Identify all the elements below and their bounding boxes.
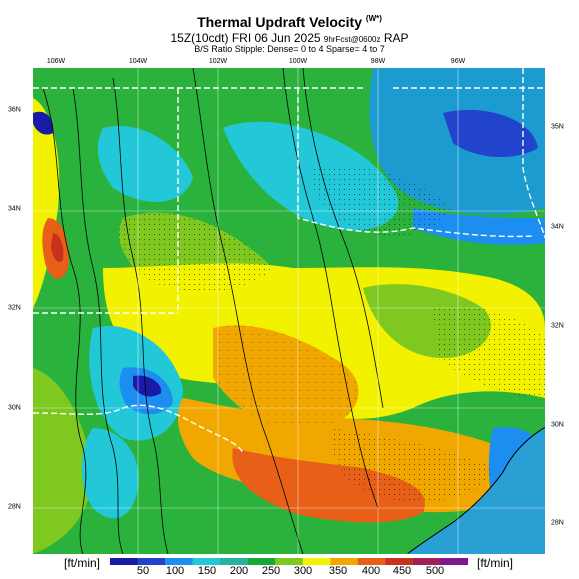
- colorbar-tick: 200: [229, 565, 249, 577]
- field-region: [443, 109, 538, 158]
- lat-label: 28N: [8, 503, 21, 511]
- field-region: [97, 126, 193, 202]
- colorbar-swatch: [275, 558, 304, 565]
- state-borders: [33, 68, 545, 454]
- lat-label: 34N: [8, 205, 21, 213]
- colorbar-unit-right: [ft/min]: [477, 556, 514, 570]
- colorbar: [110, 558, 468, 565]
- stipple-sparse: [213, 325, 359, 430]
- colorbar-swatch: [137, 558, 166, 565]
- colorbar-tick: 150: [197, 565, 217, 577]
- colorbar-tick: 300: [293, 565, 313, 577]
- field-region: [51, 233, 64, 263]
- colorbar-swatch: [302, 558, 331, 565]
- lon-label: 106W: [46, 58, 66, 65]
- map-title: Thermal Updraft Velocity (W*): [0, 14, 579, 30]
- contour-line: [192, 68, 304, 554]
- contour-line: [282, 68, 379, 509]
- grid-line: [137, 68, 459, 554]
- colorbar-swatch: [412, 558, 441, 565]
- state-border: [297, 88, 534, 238]
- colorbar-tick: 350: [328, 565, 348, 577]
- stipple-dense: [433, 305, 545, 398]
- grid-line: [33, 210, 545, 509]
- field-region: [133, 375, 162, 397]
- field-region: [33, 368, 93, 554]
- colorbar-swatch: [330, 558, 359, 565]
- colorbar-swatch: [110, 558, 139, 565]
- colorbar-swatch: [357, 558, 386, 565]
- colorbar-swatch: [192, 558, 221, 565]
- contour-line: [42, 87, 87, 554]
- forecast-hour: 9hrFcst@0600z: [323, 35, 381, 44]
- field-region: [33, 98, 60, 308]
- field-region: [81, 428, 139, 519]
- stipple-dense: [332, 428, 493, 502]
- lat-label: 36N: [8, 106, 21, 114]
- lat-label: 30N: [551, 421, 564, 429]
- colorbar-tick: 50: [136, 565, 150, 577]
- lon-label: 100W: [288, 58, 308, 65]
- title-text: Thermal Updraft Velocity: [197, 14, 363, 30]
- lat-label: 28N: [551, 519, 564, 527]
- lat-label: 32N: [8, 304, 21, 312]
- colorbar-swatch: [220, 558, 249, 565]
- thermal-map: [33, 68, 545, 554]
- colorbar-swatch: [385, 558, 414, 565]
- lat-label: 34N: [551, 223, 564, 231]
- colorbar-tick: 100: [165, 565, 185, 577]
- colorbar-tick: 400: [361, 565, 381, 577]
- stipple-note: B/S Ratio Stipple: Dense= 0 to 4 Sparse=…: [194, 44, 385, 54]
- graticule: [33, 68, 545, 554]
- contour-line: [72, 87, 124, 554]
- colorbar-tick: 500: [425, 565, 445, 577]
- lon-label: 96W: [450, 58, 466, 65]
- state-border: [522, 68, 545, 239]
- map-field: [33, 68, 545, 554]
- colorbar-swatch: [165, 558, 194, 565]
- lon-label: 98W: [370, 58, 386, 65]
- colorbar-tick: 450: [392, 565, 412, 577]
- lat-label: 32N: [551, 322, 564, 330]
- model-name: RAP: [383, 31, 409, 45]
- lon-label: 104W: [128, 58, 148, 65]
- title-unit: (W*): [365, 14, 382, 23]
- field-region: [413, 208, 545, 245]
- lat-label: 35N: [551, 123, 564, 131]
- contour-line: [302, 68, 384, 409]
- run-time: 15Z(10cdt) FRI 06 Jun 2025: [170, 31, 321, 45]
- field-region: [33, 111, 54, 135]
- gulf-water: [408, 428, 545, 554]
- contour-lines: [42, 68, 384, 554]
- colorbar-unit-left: [ft/min]: [64, 556, 101, 570]
- lat-label: 30N: [8, 404, 21, 412]
- stipple-dense: [119, 212, 273, 292]
- contour-line: [112, 77, 169, 554]
- colorbar-swatch: [247, 558, 276, 565]
- lon-label: 102W: [208, 58, 228, 65]
- colorbar-swatch: [440, 558, 468, 565]
- run-line: 15Z(10cdt) FRI 06 Jun 2025 9hrFcst@0600z…: [0, 31, 579, 45]
- colorbar-tick: 250: [261, 565, 281, 577]
- stipple-dense: [312, 165, 453, 237]
